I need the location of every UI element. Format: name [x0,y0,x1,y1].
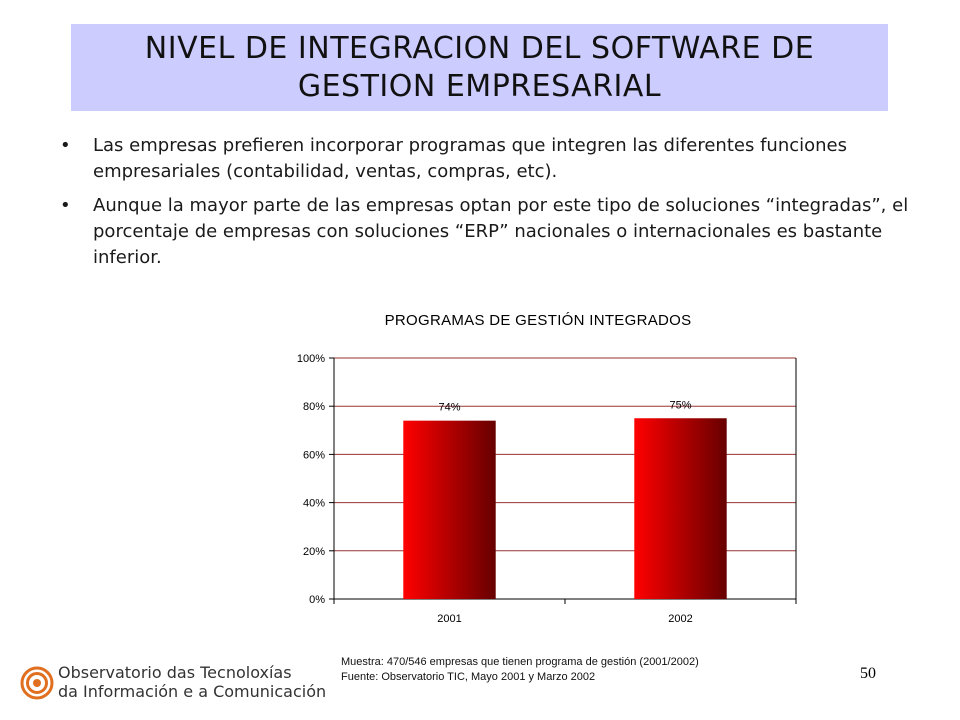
bullet-item: • Las empresas prefieren incorporar prog… [56,133,926,185]
data-label: 75% [669,399,691,411]
logo-text: Observatorio das Tecnoloxías da Informac… [58,663,326,701]
slide-title: NIVEL DE INTEGRACION DEL SOFTWARE DE GES… [144,30,815,104]
bar-2002 [634,418,727,599]
x-tick-label: 2001 [437,613,461,625]
chart-title: PROGRAMAS DE GESTIÓN INTEGRADOS [384,312,692,329]
y-tick-label: 40% [303,498,325,510]
y-tick-label: 0% [309,594,325,606]
bar-chart: 0% 20% 40% 60% 80% 100% 74% 2001 75% 2002 [297,353,797,625]
title-banner: NIVEL DE INTEGRACION DEL SOFTWARE DE GES… [71,24,888,111]
logo-line-2: da Información e a Comunicación [58,682,327,701]
y-tick-label: 100% [297,353,325,365]
y-tick-label: 20% [303,546,325,558]
bullet-item: • Aunque la mayor parte de las empresas … [56,193,926,271]
data-label: 74% [438,402,460,414]
footnote-sample: Muestra: 470/546 empresas que tienen pro… [341,656,699,668]
x-tick-label: 2002 [668,613,692,625]
bullet-marker: • [60,195,71,216]
spiral-logo-icon [20,666,54,700]
logo-line-1: Observatorio das Tecnoloxías [58,663,292,682]
bullet-list: • Las empresas prefieren incorporar prog… [56,133,926,279]
bullet-text: Aunque la mayor parte de las empresas op… [93,195,909,268]
bullet-text: Las empresas prefieren incorporar progra… [93,135,847,182]
page-number: 50 [860,665,876,682]
chart-footnote: Muestra: 470/546 empresas que tienen pro… [341,655,699,685]
y-tick-label: 80% [303,401,325,413]
observatorio-logo: Observatorio das Tecnoloxías da Informac… [20,663,326,708]
y-tick-label: 60% [303,449,325,461]
footnote-source: Fuente: Observatorio TIC, Mayo 2001 y Ma… [341,671,596,683]
bullet-marker: • [60,135,71,156]
bar-2001 [403,420,496,599]
